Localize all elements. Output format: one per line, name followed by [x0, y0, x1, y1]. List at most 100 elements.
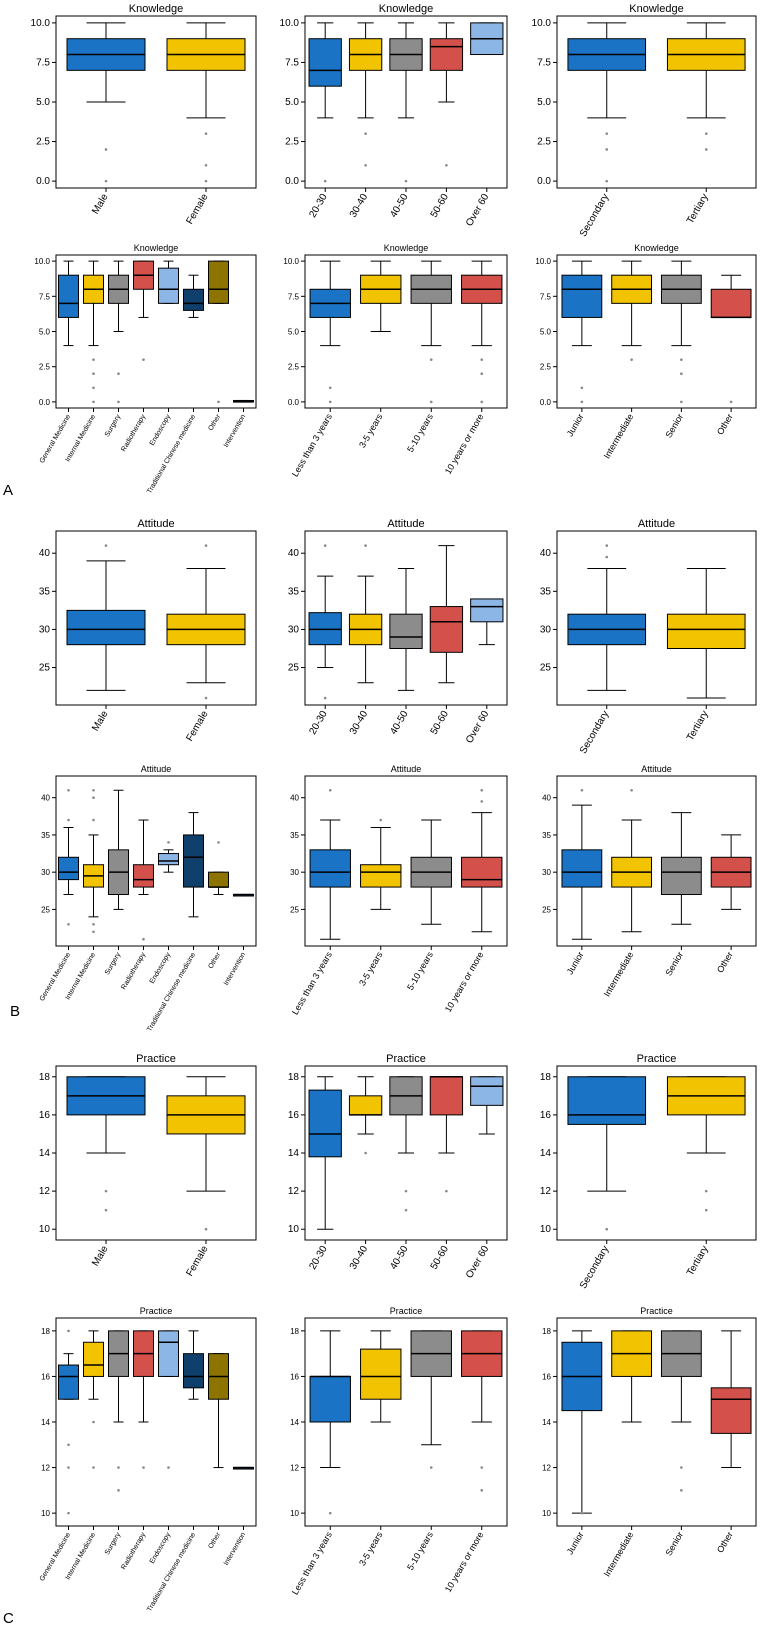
- box-1: [309, 849, 351, 888]
- x-tick-label: Endoscopy: [149, 951, 173, 985]
- y-tick-label: 30: [39, 624, 51, 635]
- x-tick-label: Radiotherapy: [120, 413, 147, 453]
- y-tick-label: 10.0: [280, 18, 300, 29]
- y-tick-label: 5.0: [540, 328, 552, 337]
- y-tick-label: 5.0: [537, 97, 551, 108]
- outlier-point: [480, 372, 484, 376]
- chart-panel-12: Attitude 25 30 35 40 Junior Intermediate Senior…: [542, 764, 757, 998]
- x-tick-label: Traditional Chinese medicine: [146, 1531, 197, 1613]
- y-tick-label: 40: [41, 794, 50, 803]
- x-tick-label: Tertiary: [685, 709, 711, 743]
- box-6: [183, 1353, 204, 1389]
- x-tick-label: Intermediate: [602, 412, 636, 460]
- y-tick-label: 30: [288, 624, 300, 635]
- outlier-point: [328, 400, 332, 404]
- box-5: [470, 598, 504, 623]
- y-tick-label: 18: [540, 1072, 552, 1083]
- y-tick-label: 40: [290, 794, 299, 803]
- outlier-point: [480, 400, 484, 404]
- x-tick-label: Male: [90, 1244, 111, 1269]
- outlier-point: [323, 179, 327, 183]
- y-tick-label: 0.0: [36, 176, 50, 187]
- box-5: [158, 1330, 179, 1377]
- outlier-point: [92, 358, 95, 361]
- x-tick-label: Other: [207, 1531, 222, 1550]
- x-tick-label: Senior: [663, 950, 685, 978]
- x-tick-label: Male: [90, 709, 111, 734]
- box-1: [561, 849, 603, 888]
- x-tick-label: Endoscopy: [149, 413, 173, 447]
- outlier-point: [605, 555, 609, 559]
- y-tick-label: 10.0: [31, 18, 51, 29]
- outlier-point: [445, 1189, 448, 1193]
- y-tick-label: 16: [41, 1372, 50, 1381]
- x-tick-label: Senior: [663, 412, 685, 440]
- y-tick-label: 7.5: [540, 292, 552, 301]
- y-tick-label: 12: [540, 1186, 552, 1197]
- x-tick-label: Over 60: [464, 709, 492, 746]
- chart-title: Attitude: [638, 518, 675, 530]
- x-tick-label: Secondary: [578, 192, 611, 239]
- box-1: [58, 856, 79, 881]
- x-tick-label: Intermediate: [602, 1530, 636, 1578]
- y-tick-label: 10.0: [532, 18, 552, 29]
- y-tick-label: 5.0: [39, 328, 51, 337]
- x-tick-label: Tertiary: [685, 1244, 711, 1278]
- x-tick-label: Surgery: [104, 951, 123, 976]
- x-tick-label: 40-50: [388, 709, 411, 737]
- outlier-point: [204, 132, 208, 135]
- box-4: [461, 856, 503, 888]
- outlier-point: [323, 696, 327, 700]
- outlier-point: [67, 788, 70, 792]
- y-tick-label: 5.0: [288, 328, 300, 337]
- outlier-point: [445, 163, 448, 167]
- outlier-point: [680, 400, 683, 404]
- outlier-point: [364, 1151, 367, 1155]
- x-tick-label: 30-40: [348, 1244, 371, 1272]
- chart-title: Knowledge: [379, 3, 433, 15]
- outlier-point: [704, 148, 708, 151]
- box-5: [158, 853, 179, 866]
- outlier-point: [142, 937, 145, 941]
- y-tick-label: 7.5: [36, 57, 50, 68]
- outlier-point: [217, 400, 220, 404]
- y-tick-label: 18: [542, 1327, 551, 1336]
- box-6: [183, 288, 204, 311]
- y-tick-label: 30: [41, 868, 50, 877]
- y-tick-label: 12: [290, 1464, 299, 1473]
- x-tick-label: Over 60: [464, 192, 492, 229]
- x-tick-label: 3-5 years: [357, 412, 385, 450]
- y-tick-label: 5.0: [285, 97, 299, 108]
- y-tick-label: 35: [540, 586, 552, 597]
- outlier-point: [204, 179, 208, 183]
- outlier-point: [67, 1329, 70, 1333]
- box-7: [208, 871, 229, 888]
- box-4: [710, 288, 752, 318]
- outlier-point: [67, 923, 70, 926]
- plot-frame: [55, 775, 257, 947]
- outlier-point: [605, 1227, 609, 1231]
- outlier-point: [92, 372, 95, 376]
- outlier-point: [605, 148, 609, 151]
- y-tick-label: 5.0: [36, 97, 50, 108]
- outlier-point: [92, 1466, 95, 1469]
- x-tick-label: Senior: [663, 1530, 685, 1558]
- y-tick-label: 12: [39, 1186, 51, 1197]
- x-tick-label: 20-30: [307, 709, 330, 737]
- box-3: [389, 613, 423, 649]
- outlier-point: [580, 1511, 584, 1515]
- y-tick-label: 14: [542, 1418, 551, 1427]
- y-tick-label: 40: [288, 548, 300, 559]
- y-tick-label: 12: [542, 1464, 551, 1473]
- outlier-point: [480, 1489, 484, 1492]
- x-tick-label: Other: [715, 950, 735, 974]
- outlier-point: [67, 1466, 70, 1469]
- x-tick-label: 10 years or more: [443, 412, 486, 476]
- outlier-point: [704, 132, 708, 135]
- x-tick-label: 50-60: [429, 192, 452, 220]
- outlier-point: [429, 400, 433, 404]
- chart-title: Practice: [136, 1053, 176, 1065]
- y-tick-label: 16: [39, 1110, 51, 1121]
- y-tick-label: 16: [288, 1110, 300, 1121]
- plot-frame: [556, 530, 757, 706]
